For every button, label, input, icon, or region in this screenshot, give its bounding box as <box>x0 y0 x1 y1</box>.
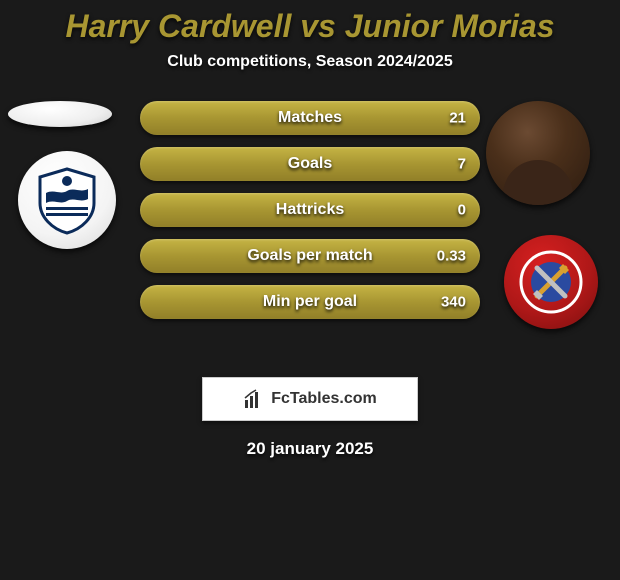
player-right-avatar <box>486 101 590 205</box>
stat-label: Min per goal <box>263 293 357 311</box>
stat-bars: Matches 21 Goals 7 Hattricks 0 Goals per… <box>140 101 480 331</box>
comparison-content: Matches 21 Goals 7 Hattricks 0 Goals per… <box>0 101 620 361</box>
fctables-logo: FcTables.com <box>202 377 418 421</box>
logo-text: FcTables.com <box>271 390 377 408</box>
date-text: 20 january 2025 <box>0 439 620 459</box>
stat-bar: Hattricks 0 <box>140 193 480 227</box>
stat-bar: Goals 7 <box>140 147 480 181</box>
stat-bar: Goals per match 0.33 <box>140 239 480 273</box>
stat-value: 0.33 <box>437 248 466 265</box>
stat-label: Hattricks <box>276 201 344 219</box>
stat-value: 21 <box>449 110 466 127</box>
club-right-badge <box>504 235 598 329</box>
page-title: Harry Cardwell vs Junior Morias <box>0 0 620 45</box>
stat-bar: Min per goal 340 <box>140 285 480 319</box>
dagenham-badge-icon <box>519 250 583 314</box>
stat-value: 7 <box>458 156 466 173</box>
subtitle-text: Club competitions, Season 2024/2025 <box>167 53 452 70</box>
player-left-avatar <box>8 101 112 127</box>
stat-label: Matches <box>278 109 342 127</box>
southend-badge-icon <box>32 165 102 235</box>
chart-icon <box>243 388 265 410</box>
stat-value: 0 <box>458 202 466 219</box>
title-text: Harry Cardwell vs Junior Morias <box>65 8 554 44</box>
stat-label: Goals <box>288 155 332 173</box>
stat-bar: Matches 21 <box>140 101 480 135</box>
stat-value: 340 <box>441 294 466 311</box>
date-label: 20 january 2025 <box>247 439 374 458</box>
stat-label: Goals per match <box>247 247 372 265</box>
club-left-badge <box>18 151 116 249</box>
subtitle: Club competitions, Season 2024/2025 <box>0 53 620 71</box>
